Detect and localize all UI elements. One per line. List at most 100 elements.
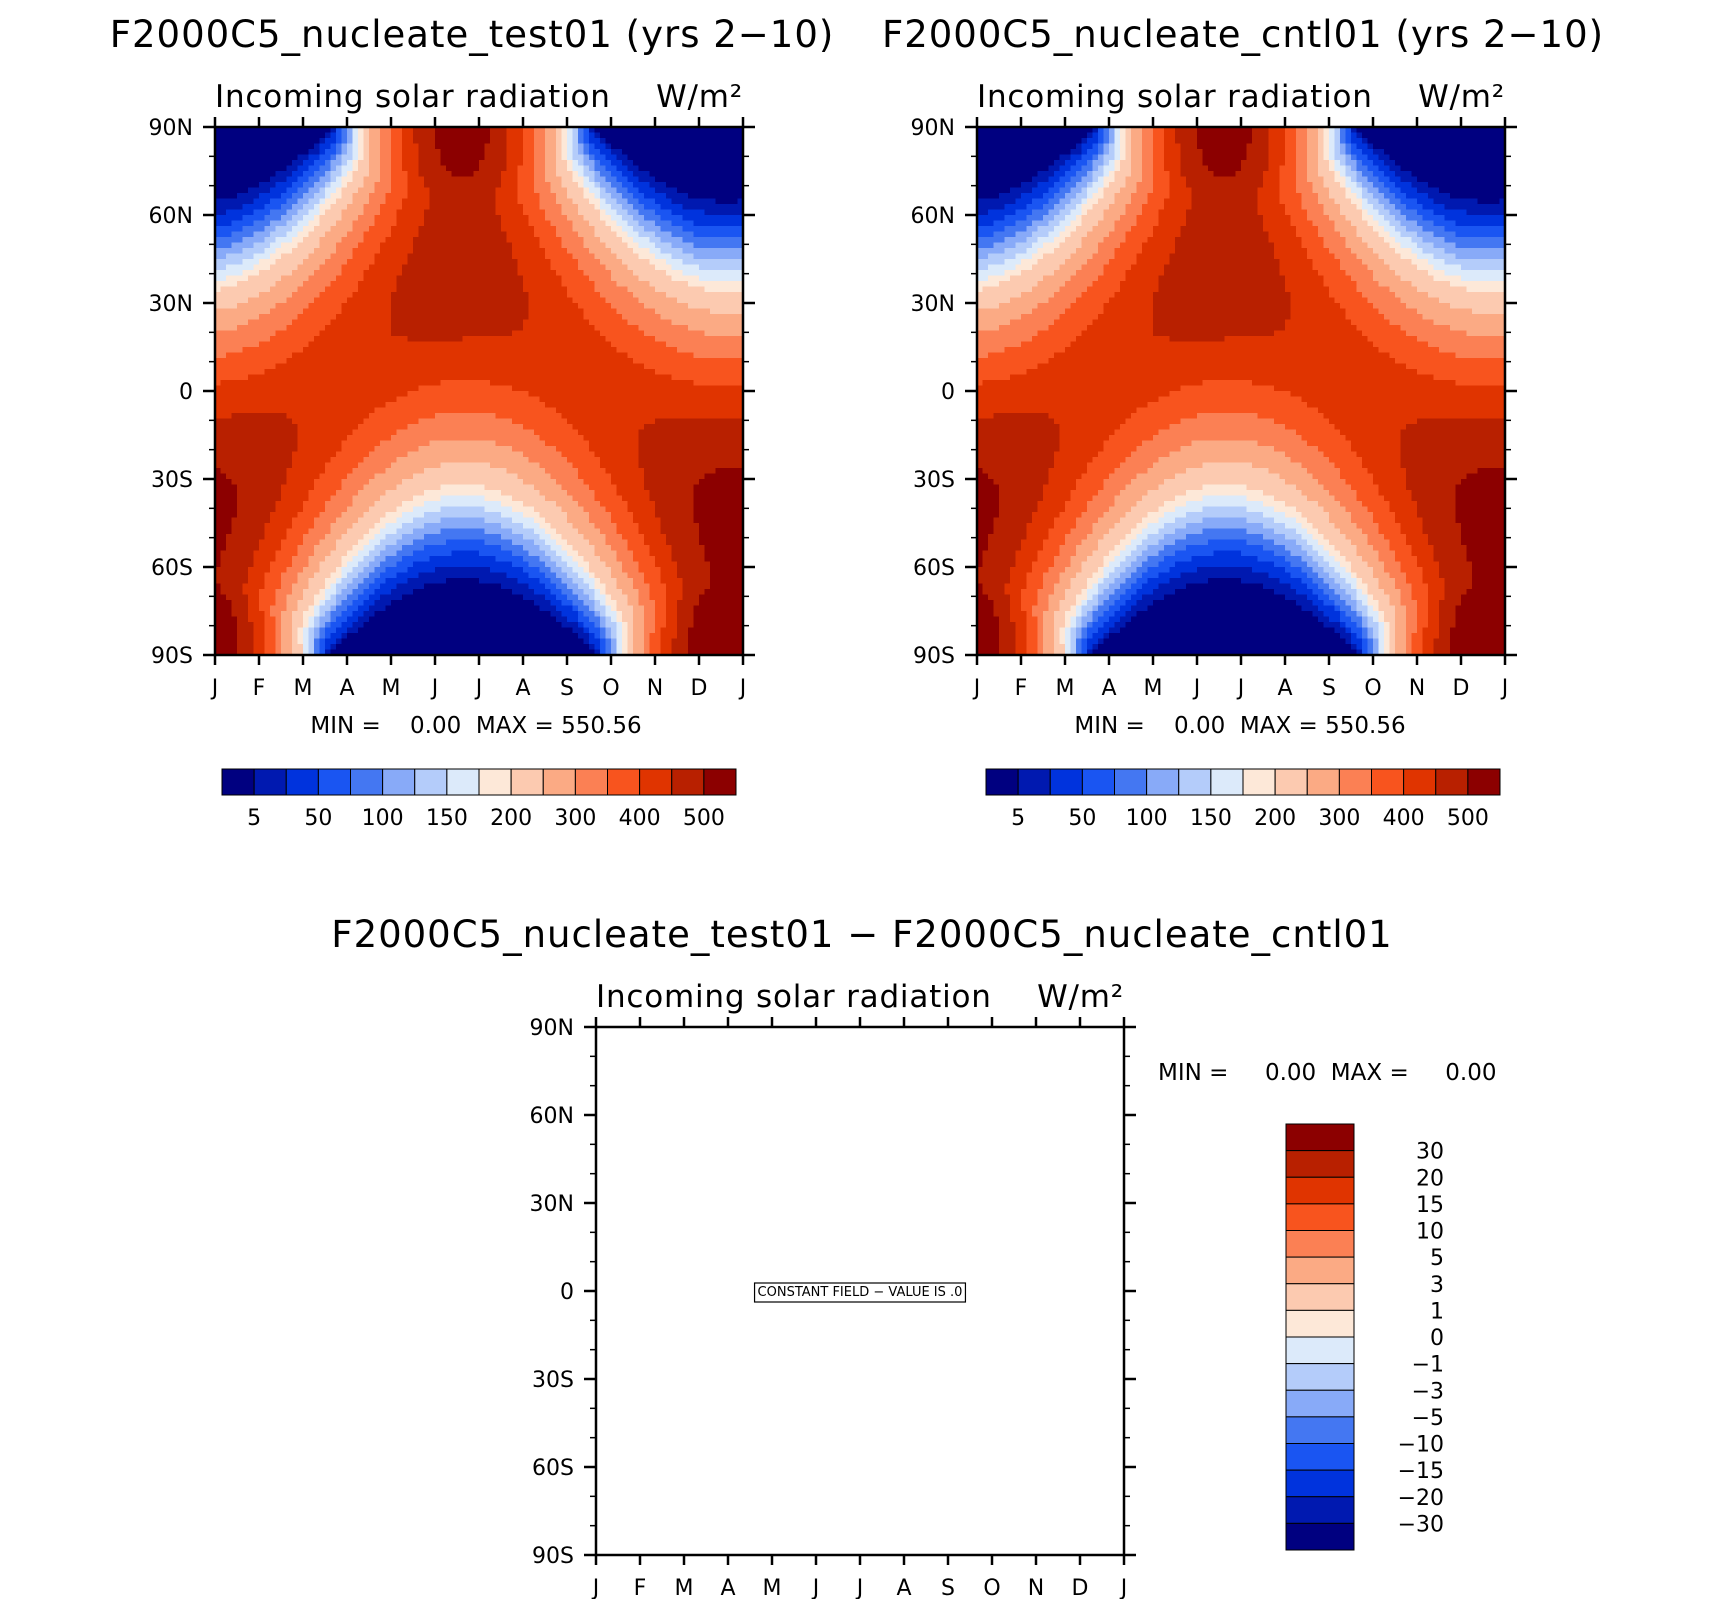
panel1-field-cell bbox=[429, 182, 436, 189]
panel1-field-cell bbox=[347, 341, 354, 348]
panel1-field-cell bbox=[215, 314, 222, 321]
panel1-field-cell bbox=[385, 380, 392, 387]
panel1-field-cell bbox=[479, 396, 486, 403]
panel1-field-cell bbox=[237, 242, 244, 249]
panel1-field-cell bbox=[501, 374, 508, 381]
panel1-field-cell bbox=[347, 226, 354, 233]
panel1-field-cell bbox=[644, 391, 651, 398]
panel1-field-cell bbox=[638, 270, 645, 277]
panel1-field-cell bbox=[517, 198, 524, 205]
panel1-field-cell bbox=[226, 275, 233, 282]
panel1-field-cell bbox=[616, 369, 623, 376]
panel1-field-cell bbox=[517, 336, 524, 343]
panel1-field-cell bbox=[413, 292, 420, 299]
panel1-field-cell bbox=[314, 303, 321, 310]
panel1-field-cell bbox=[495, 275, 502, 282]
panel1-field-cell bbox=[259, 132, 266, 139]
panel1-field-cell bbox=[297, 303, 304, 310]
panel1-field-cell bbox=[319, 231, 326, 238]
panel1-field-cell bbox=[429, 237, 436, 244]
panel1-field-cell bbox=[545, 209, 552, 216]
panel1-field-cell bbox=[319, 259, 326, 266]
panel1-field-cell bbox=[341, 275, 348, 282]
panel1-field-cell bbox=[352, 286, 359, 293]
panel1-field-cell bbox=[693, 127, 700, 134]
panel1-field-cell bbox=[732, 209, 739, 216]
panel1-field-cell bbox=[446, 297, 453, 304]
panel1-field-cell bbox=[528, 220, 535, 227]
panel1-field-cell bbox=[578, 380, 585, 387]
panel1-field-cell bbox=[627, 143, 634, 150]
panel1-field-cell bbox=[424, 369, 431, 376]
panel1-field-cell bbox=[671, 336, 678, 343]
panel1-field-cell bbox=[385, 336, 392, 343]
panel1-field-cell bbox=[726, 391, 733, 398]
panel1-field-cell bbox=[259, 198, 266, 205]
panel1-field-cell bbox=[726, 275, 733, 282]
panel1-field-cell bbox=[512, 336, 519, 343]
panel1-field-cell bbox=[336, 259, 343, 266]
panel1-field-cell bbox=[534, 226, 541, 233]
panel1-field-cell bbox=[292, 297, 299, 304]
panel1-field-cell bbox=[330, 380, 337, 387]
panel1-field-cell bbox=[561, 358, 568, 365]
panel1-field-cell bbox=[352, 319, 359, 326]
panel1-field-cell bbox=[253, 275, 260, 282]
panel1-field-cell bbox=[616, 165, 623, 172]
panel1-field-cell bbox=[429, 259, 436, 266]
panel1-field-cell bbox=[495, 160, 502, 167]
panel1-field-cell bbox=[682, 308, 689, 315]
panel1-field-cell bbox=[490, 165, 497, 172]
panel1-field-cell bbox=[479, 385, 486, 392]
panel1-field-cell bbox=[633, 391, 640, 398]
panel1-field-cell bbox=[671, 209, 678, 216]
panel1-field-cell bbox=[231, 165, 238, 172]
panel1-field-cell bbox=[286, 369, 293, 376]
panel1-field-cell bbox=[259, 209, 266, 216]
panel1-field-cell bbox=[275, 402, 282, 409]
panel1-field-cell bbox=[281, 187, 288, 194]
panel1-field-cell bbox=[248, 347, 255, 354]
panel1-field-cell bbox=[336, 171, 343, 178]
panel1-field-cell bbox=[611, 363, 618, 370]
panel1-field-cell bbox=[314, 204, 321, 211]
panel1-field-cell bbox=[622, 132, 629, 139]
panel1-field-cell bbox=[457, 303, 464, 310]
panel1-field-cell bbox=[556, 391, 563, 398]
panel1-field-cell bbox=[490, 314, 497, 321]
panel1-field-cell bbox=[539, 242, 546, 249]
panel1-field-cell bbox=[457, 407, 464, 414]
panel1-field-cell bbox=[704, 154, 711, 161]
panel1-field-cell bbox=[484, 270, 491, 277]
panel1-field-cell bbox=[341, 314, 348, 321]
panel1-field-cell bbox=[402, 352, 409, 359]
panel1-field-cell bbox=[292, 330, 299, 337]
panel1-field-cell bbox=[413, 242, 420, 249]
panel1-field-cell bbox=[462, 369, 469, 376]
panel1-field-cell bbox=[721, 380, 728, 387]
panel1-field-cell bbox=[556, 374, 563, 381]
panel1-field-cell bbox=[259, 314, 266, 321]
panel1-field-cell bbox=[589, 160, 596, 167]
panel1-field-cell bbox=[556, 286, 563, 293]
panel1-field-cell bbox=[264, 281, 271, 288]
panel1-field-cell bbox=[215, 396, 222, 403]
panel1-field-cell bbox=[319, 149, 326, 156]
panel1-field-cell bbox=[259, 391, 266, 398]
panel1-field-cell bbox=[622, 308, 629, 315]
panel1-field-cell bbox=[649, 347, 656, 354]
panel1-field-cell bbox=[330, 391, 337, 398]
panel1-field-cell bbox=[336, 396, 343, 403]
panel1-field-cell bbox=[660, 231, 667, 238]
panel1-field-cell bbox=[270, 369, 277, 376]
panel1-field-cell bbox=[523, 154, 530, 161]
panel1-field-cell bbox=[578, 363, 585, 370]
panel1-field-cell bbox=[231, 204, 238, 211]
panel1-field-cell bbox=[561, 281, 568, 288]
panel1-field-cell bbox=[638, 275, 645, 282]
panel1-field-cell bbox=[523, 187, 530, 194]
panel1-field-cell bbox=[451, 143, 458, 150]
panel1-field-cell bbox=[407, 138, 414, 145]
panel1-field-cell bbox=[479, 308, 486, 315]
panel1-field-cell bbox=[451, 171, 458, 178]
